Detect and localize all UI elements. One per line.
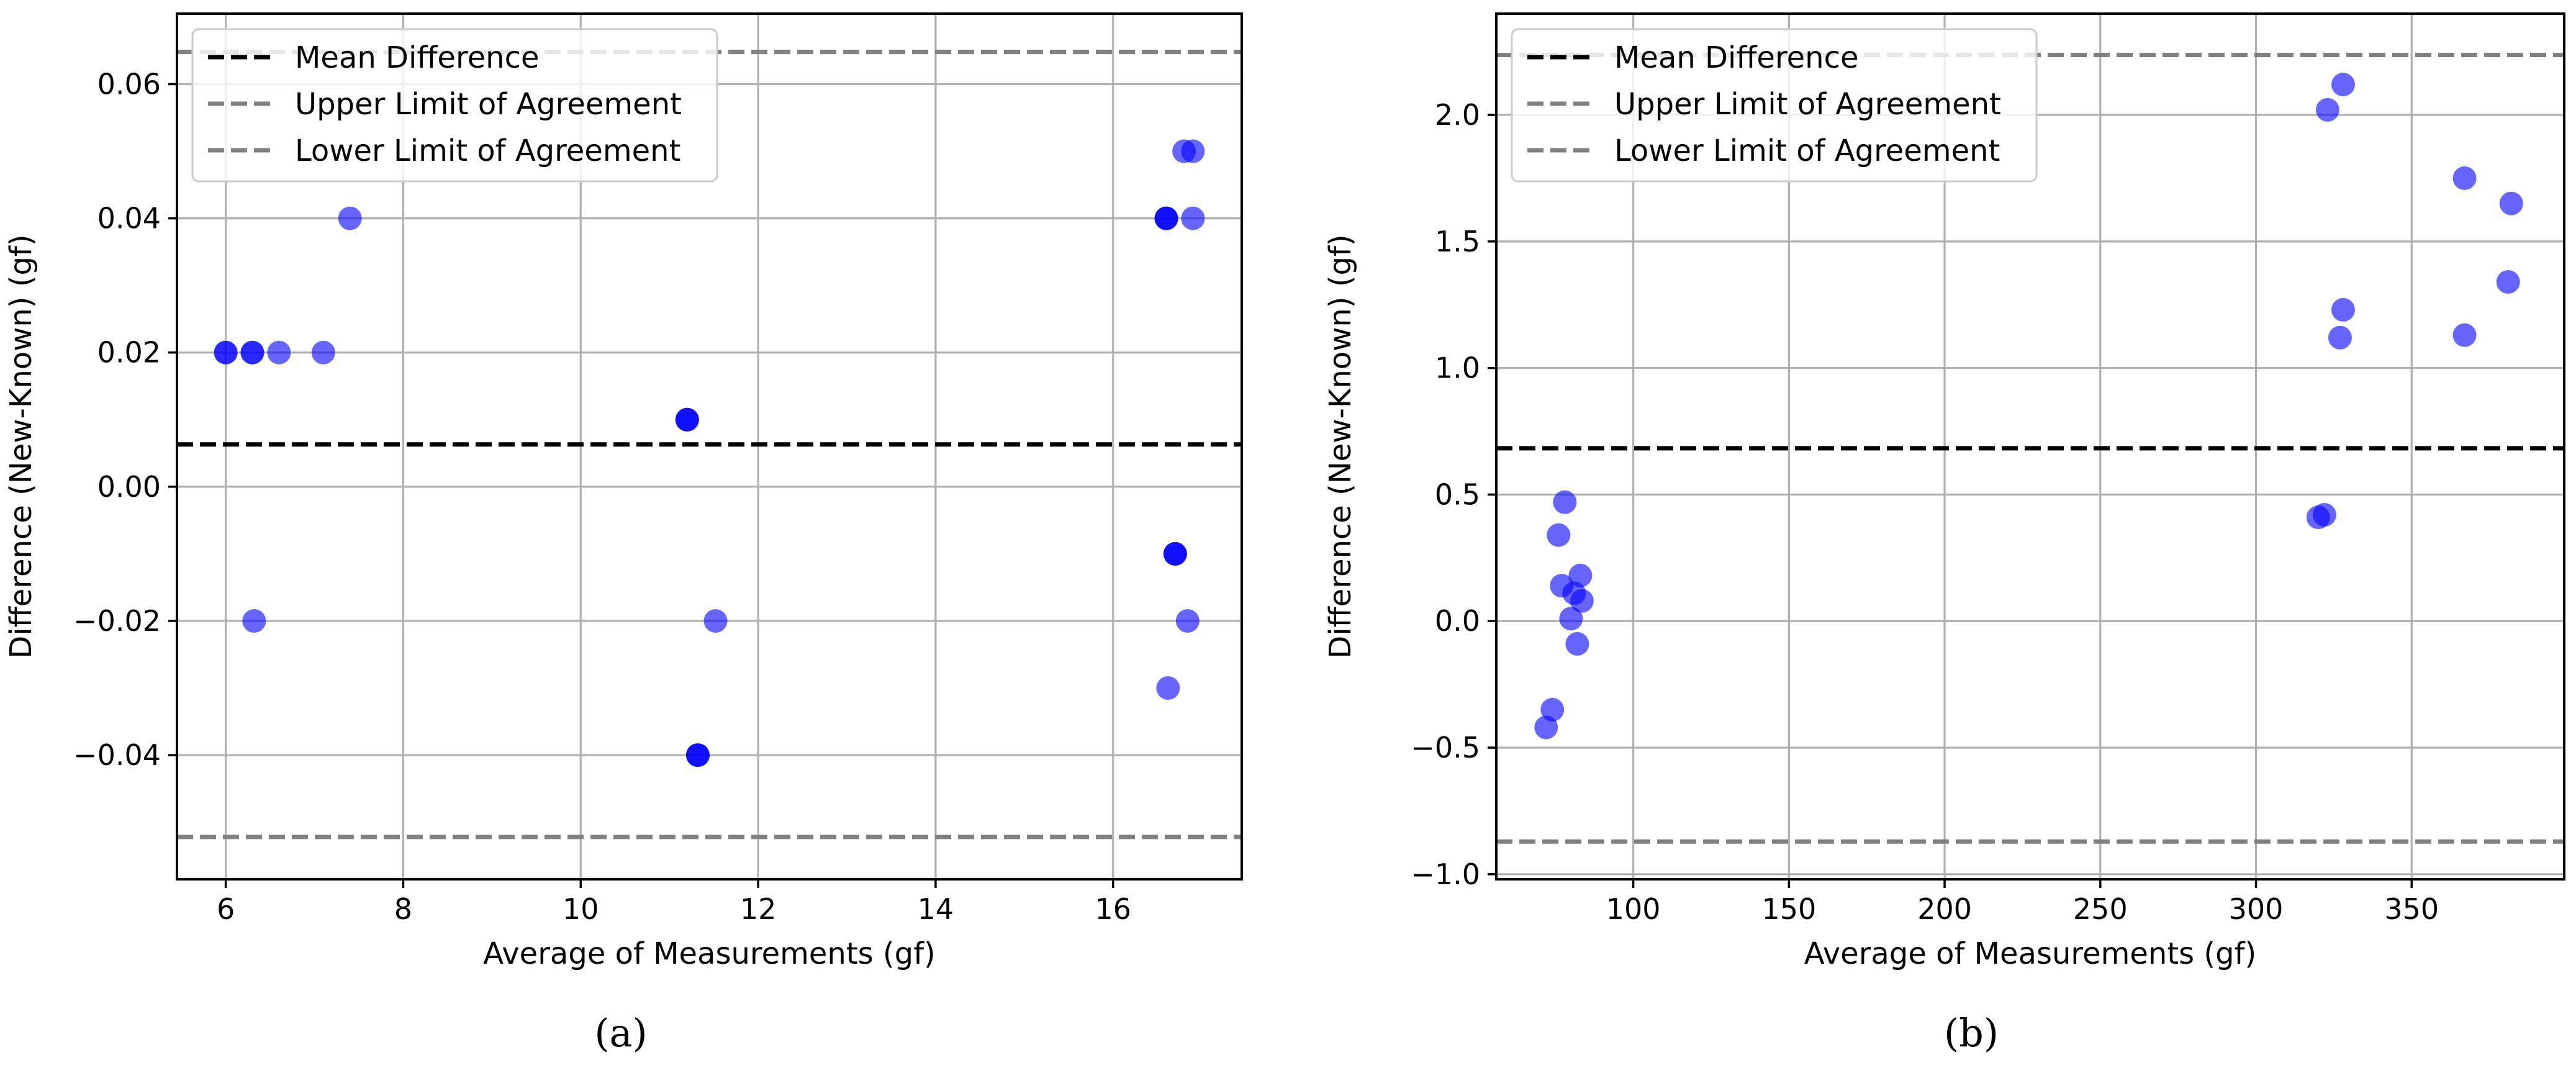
x-tick-label: 16 — [1095, 892, 1131, 926]
data-point — [2496, 270, 2520, 294]
data-point — [685, 743, 710, 767]
data-point — [2452, 166, 2477, 190]
legend-box — [191, 28, 718, 183]
x-axis-label: Average of Measurements (gf) — [483, 936, 936, 971]
legend-label: Mean Difference — [1614, 40, 1859, 75]
x-tick-label: 10 — [563, 892, 599, 926]
data-point — [1534, 715, 1558, 740]
data-point — [2331, 297, 2355, 322]
x-tick-label: 150 — [1761, 892, 1816, 926]
x-tick-label: 14 — [918, 892, 954, 926]
points — [214, 139, 1205, 767]
data-point — [311, 340, 335, 364]
x-axis-label: Average of Measurements (gf) — [1804, 936, 2257, 971]
legend-label: Mean Difference — [295, 40, 540, 75]
data-point — [214, 340, 238, 364]
data-point — [2499, 191, 2523, 215]
data-point — [2312, 503, 2336, 527]
y-tick-label: 0.0 — [1435, 604, 1480, 638]
y-tick-label: 0.06 — [97, 67, 161, 101]
y-tick-label: 0.02 — [97, 336, 161, 369]
data-point — [1565, 632, 1589, 656]
data-point — [1559, 607, 1583, 631]
y-tick-label: 0.5 — [1435, 478, 1480, 511]
x-tick-label: 100 — [1606, 892, 1661, 926]
y-tick-label: 2.0 — [1435, 98, 1480, 132]
panel-caption: (a) — [594, 1010, 647, 1056]
x-tick-label: 250 — [2073, 892, 2128, 926]
y-tick-label: −0.02 — [73, 604, 161, 638]
x-tick-label: 8 — [394, 892, 412, 926]
data-point — [1547, 523, 1571, 547]
data-point — [267, 340, 291, 364]
y-axis-label: Difference (New-Known) (gf) — [1323, 234, 1358, 658]
panel-caption: (b) — [1944, 1010, 1999, 1056]
y-tick-label: 1.5 — [1435, 225, 1480, 258]
y-tick-label: 0.00 — [97, 470, 161, 504]
data-point — [240, 340, 264, 364]
data-point — [1175, 609, 1200, 633]
legend-label: Lower Limit of Agreement — [1614, 134, 2000, 168]
data-point — [2328, 325, 2352, 350]
panel-b: 100 150 200 250 300 350 −1.0 −0.5 0.0 0.5 1.0 1.5 2.… — [1323, 12, 2565, 1056]
data-point — [2315, 97, 2339, 122]
data-point — [1570, 589, 1594, 613]
x-tick-label: 200 — [1917, 892, 1972, 926]
panel-a: 6 8 10 12 14 16 −0.04 −0.02 0.00 0.02 0.04 0.06 Aver… — [4, 12, 1243, 1056]
data-point — [2331, 73, 2355, 97]
data-point — [675, 407, 699, 432]
data-point — [703, 609, 728, 633]
x-tick-label: 300 — [2229, 892, 2284, 926]
data-point — [1163, 541, 1187, 566]
y-tick-label: 1.0 — [1435, 351, 1480, 385]
x-tick-label: 6 — [217, 892, 235, 926]
data-point — [338, 206, 362, 230]
plot-frame — [1495, 12, 2565, 881]
plot-frame — [176, 12, 1243, 881]
data-point — [1181, 139, 1205, 163]
legend-box — [1511, 28, 2038, 183]
legend: Mean Difference Upper Limit of Agreement L… — [191, 28, 718, 183]
legend: Mean Difference Upper Limit of Agreement L… — [1511, 28, 2038, 183]
y-tick-label: −1.0 — [1411, 858, 1480, 891]
y-tick-label: −0.04 — [73, 738, 161, 772]
y-tick-label: 0.04 — [97, 202, 161, 235]
data-point — [1154, 206, 1178, 230]
legend-label: Upper Limit of Agreement — [295, 87, 682, 122]
data-point — [1540, 697, 1565, 722]
data-point — [242, 609, 266, 633]
legend-label: Upper Limit of Agreement — [1614, 87, 2001, 122]
data-point — [1568, 563, 1593, 587]
y-axis-label: Difference (New-Known) (gf) — [4, 234, 38, 658]
data-point — [1181, 206, 1205, 230]
data-point — [1156, 676, 1180, 700]
x-tick-label: 350 — [2384, 892, 2439, 926]
points — [1534, 73, 2523, 740]
data-point — [2452, 323, 2477, 347]
y-tick-label: −0.5 — [1411, 731, 1480, 764]
legend-label: Lower Limit of Agreement — [295, 134, 680, 168]
x-tick-label: 12 — [740, 892, 777, 926]
data-point — [1553, 490, 1577, 514]
